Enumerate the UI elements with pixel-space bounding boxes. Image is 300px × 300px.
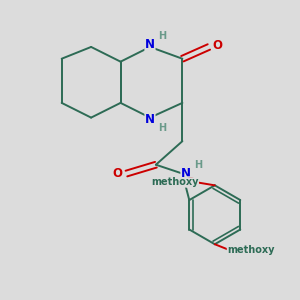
Text: H: H <box>158 31 166 41</box>
Text: methoxy: methoxy <box>227 245 274 255</box>
Text: N: N <box>145 112 155 126</box>
Text: O: O <box>232 245 242 255</box>
Text: methoxy: methoxy <box>151 177 199 188</box>
Text: methoxy: methoxy <box>180 181 186 182</box>
Text: O: O <box>112 167 122 180</box>
Text: H: H <box>194 160 202 170</box>
Text: H: H <box>158 123 166 133</box>
Text: O: O <box>213 39 223 52</box>
Text: methoxy: methoxy <box>172 181 178 182</box>
Text: methoxy: methoxy <box>176 182 182 183</box>
Text: N: N <box>145 38 155 51</box>
Text: O: O <box>186 177 195 187</box>
Text: N: N <box>181 167 191 180</box>
